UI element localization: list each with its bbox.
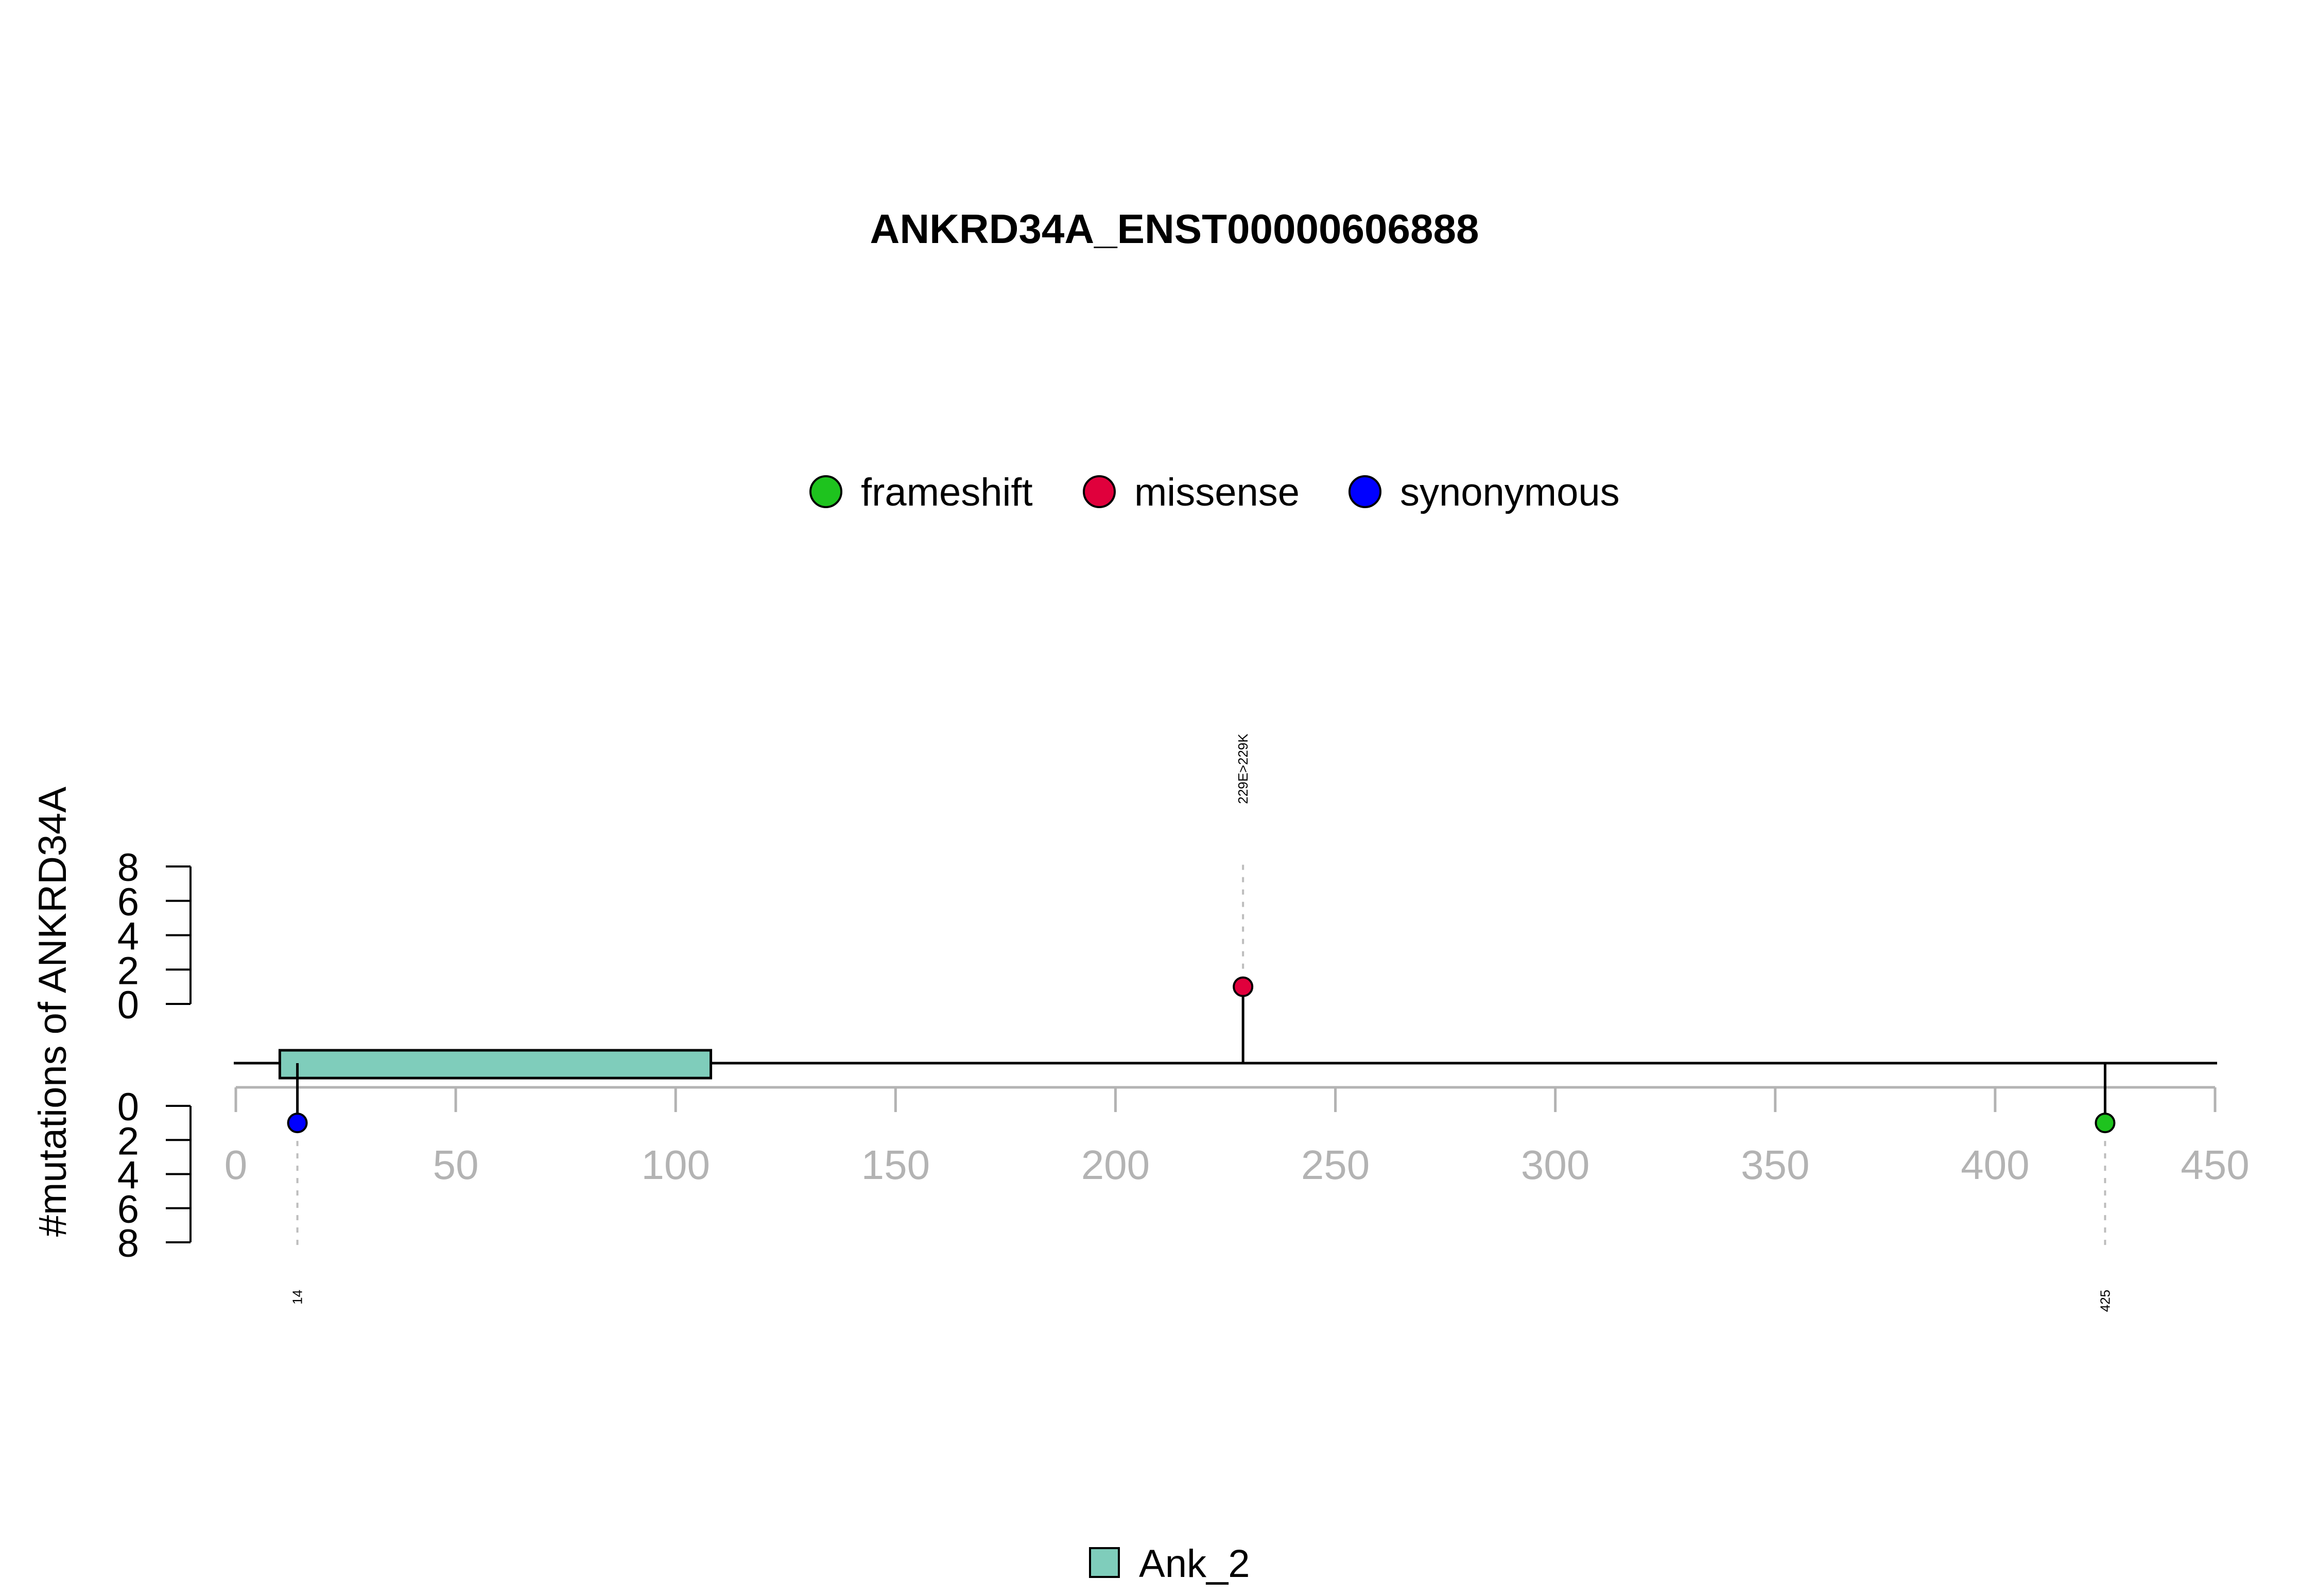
y-axis-label: #mutations of ANKRD34A (31, 786, 75, 1237)
y-tick-label-bottom: 4 (117, 1154, 139, 1198)
domain-legend: Ank_2 (1089, 1542, 1250, 1586)
y-tick-label-top: 0 (117, 983, 139, 1027)
mutations: 14 229E>229K 425 (287, 733, 2116, 1312)
x-tick-label: 50 (433, 1142, 479, 1188)
x-tick-label: 0 (224, 1142, 248, 1188)
legend-marker-synonymous (1348, 475, 1381, 508)
legend-label-frameshift: frameshift (861, 471, 1033, 514)
y-tick-label-bottom: 6 (117, 1188, 139, 1231)
x-tick-label: 150 (861, 1142, 930, 1188)
y-tick-label-bottom: 8 (117, 1222, 139, 1265)
y-tick-label-top: 6 (117, 880, 139, 924)
mutation-type-legend: frameshift missense synonymous (809, 471, 1620, 514)
x-tick-label: 400 (1961, 1142, 2029, 1188)
domain-legend-marker (1089, 1547, 1120, 1578)
legend-marker-missense (1083, 475, 1116, 508)
mutation-label: 425 (2097, 1290, 2113, 1312)
mutation-point-missense (1233, 976, 1254, 997)
x-tick-label: 350 (1741, 1142, 1809, 1188)
legend-label-synonymous: synonymous (1400, 471, 1620, 514)
legend-marker-frameshift (809, 475, 842, 508)
domain-legend-label: Ank_2 (1139, 1542, 1250, 1586)
mutation-label: 14 (290, 1290, 305, 1305)
y-tick-label-top: 8 (117, 846, 139, 890)
domain-Ank_2 (278, 1049, 713, 1080)
x-axis: 0 50 100 150 200 250 300 350 400 450 (224, 1086, 2250, 1188)
y-tick-label-top: 4 (117, 915, 139, 959)
y-tick-label-bottom: 0 (117, 1085, 139, 1129)
mutation-point-frameshift (2095, 1113, 2116, 1134)
y-tick-label-top: 2 (117, 949, 139, 993)
domains (278, 1049, 713, 1080)
x-tick-label: 300 (1521, 1142, 1589, 1188)
mutation-point-synonymous (287, 1113, 308, 1134)
legend-label-missense: missense (1134, 471, 1300, 514)
chart-title: ANKRD34A_ENST00000606888 (870, 206, 1479, 252)
mutation-label: 229E>229K (1235, 733, 1251, 804)
x-tick-label: 450 (2181, 1142, 2249, 1188)
y-tick-label-bottom: 2 (117, 1119, 139, 1163)
x-tick-label: 250 (1301, 1142, 1370, 1188)
x-tick-label: 200 (1081, 1142, 1150, 1188)
x-tick-label: 100 (641, 1142, 710, 1188)
